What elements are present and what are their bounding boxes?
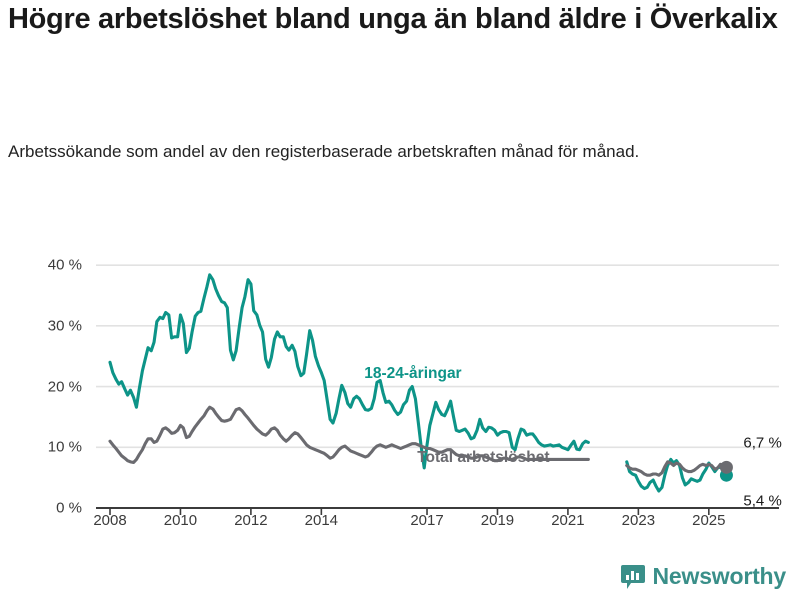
x-axis-tick-label: 2010 bbox=[163, 512, 198, 529]
y-axis-tick-label: 20 % bbox=[47, 378, 82, 396]
x-axis-tick-label: 2019 bbox=[480, 512, 515, 529]
series-end-value-0: 5,4 % bbox=[743, 492, 782, 510]
x-axis-tick-label: 2023 bbox=[621, 512, 656, 529]
series-end-value-1: 6,7 % bbox=[743, 434, 782, 452]
x-axis-tick-label: 2025 bbox=[692, 512, 726, 529]
x-axis-tick-label: 2012 bbox=[234, 512, 268, 529]
series-line-1 bbox=[108, 405, 728, 477]
logo-wordmark: Newsworthy bbox=[652, 563, 787, 589]
y-axis-tick-label: 10 % bbox=[47, 438, 82, 456]
page-title: Högre arbetslöshet bland unga än bland ä… bbox=[8, 3, 778, 35]
y-axis-tick-label: 30 % bbox=[47, 317, 82, 335]
x-axis-tick-label: 2014 bbox=[304, 512, 339, 529]
bar-chart-bubble-icon bbox=[620, 564, 645, 589]
y-axis-tick-label: 40 % bbox=[47, 256, 82, 274]
y-axis-tick-label: 0 % bbox=[56, 499, 82, 517]
chart-subtitle: Arbetssökande som andel av den registerb… bbox=[8, 142, 640, 161]
x-axis-tick-label: 2021 bbox=[551, 512, 585, 529]
x-axis-tick-label: 2017 bbox=[410, 512, 444, 529]
series-end-marker-1 bbox=[719, 460, 733, 474]
x-axis-tick-label: 2008 bbox=[93, 512, 127, 529]
newsworthy-logo[interactable]: Newsworthy bbox=[620, 563, 786, 590]
series-label-0: 18-24-åringar bbox=[364, 365, 462, 383]
series-label-1: Total arbetslöshet bbox=[417, 449, 550, 467]
